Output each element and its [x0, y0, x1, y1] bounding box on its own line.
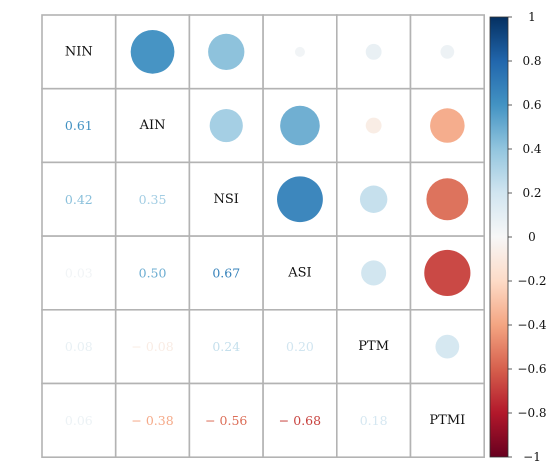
colorbar-tick-label: 0.8	[522, 54, 541, 68]
grid-cell-ASI-AIN	[114, 235, 191, 311]
grid-cell-ASI-ASI	[262, 235, 338, 311]
colorbar-gradient	[489, 16, 509, 458]
matrix-cells	[41, 14, 485, 458]
diagonal-label-NSI: NSI	[214, 192, 239, 207]
grid-cell-PTMI-NIN	[41, 382, 117, 458]
correlation-value-PTMI-AIN: − 0.38	[131, 413, 173, 428]
colorbar-tick-label: 0.4	[522, 142, 541, 156]
correlation-value-PTMI-ASI: − 0.68	[279, 413, 321, 428]
correlation-value-NSI-NIN: 0.42	[65, 192, 93, 207]
correlation-circle-NIN-PTM	[365, 43, 382, 60]
colorbar-tick-label: 1	[528, 10, 536, 24]
grid-cell-NSI-AIN	[114, 161, 191, 237]
colorbar-tick-label: −0.2	[517, 274, 546, 288]
correlation-value-ASI-NSI: 0.67	[212, 265, 240, 280]
correlation-value-PTM-ASI: 0.20	[286, 339, 314, 354]
grid-cell-PTMI-PTM	[335, 382, 412, 458]
colorbar-tick-label: −1	[523, 450, 541, 464]
correlation-value-PTM-NSI: 0.24	[212, 339, 240, 354]
correlation-value-PTM-AIN: − 0.08	[131, 339, 173, 354]
correlation-circle-NSI-PTMI	[426, 178, 469, 221]
grid-cell-AIN-AIN	[114, 87, 191, 164]
colorbar-tick-label: −0.6	[517, 362, 546, 376]
correlation-circle-AIN-PTMI	[430, 108, 465, 143]
correlation-circle-NIN-ASI	[294, 46, 305, 57]
correlation-circle-AIN-ASI	[280, 105, 320, 146]
diagonal-label-PTMI: PTMI	[429, 413, 465, 428]
correlation-circle-NSI-PTM	[359, 185, 388, 213]
correlation-circle-AIN-NSI	[209, 108, 243, 143]
diagonal-label-AIN: AIN	[139, 118, 166, 133]
correlation-value-PTM-NIN: 0.08	[65, 339, 93, 354]
grid-cell-ASI-NSI	[188, 235, 264, 311]
correlation-value-NSI-AIN: 0.35	[139, 192, 167, 207]
matrix-marks: NIN 0.61 AIN 0.42 0.35 NSI 0.03 0.50 0.67 ASI 0.08…	[65, 29, 471, 428]
correlation-circle-AIN-PTM	[365, 117, 382, 134]
grid-cell-PTMI-PTMI	[409, 382, 485, 458]
correlation-circle-PTM-PTMI	[435, 334, 460, 359]
correlation-value-ASI-AIN: 0.50	[139, 265, 167, 280]
colorbar-tick-label: 0	[528, 230, 536, 244]
correlation-value-PTMI-PTM: 0.18	[360, 413, 388, 428]
correlation-circle-ASI-PTMI	[424, 249, 471, 297]
diagonal-label-PTM: PTM	[358, 339, 389, 354]
grid-cell-PTMI-ASI	[262, 382, 338, 458]
correlation-circle-NIN-AIN	[130, 29, 175, 74]
grid-cell-NIN-NIN	[41, 14, 117, 90]
colorbar-tick-label: −0.8	[517, 406, 546, 420]
colorbar-tick-label: 0.2	[522, 186, 541, 200]
colorbar-tick-label: 0.6	[522, 98, 541, 112]
grid-cell-PTM-PTM	[335, 308, 412, 385]
correlation-circle-ASI-PTM	[361, 260, 387, 286]
correlation-circle-NSI-ASI	[277, 176, 323, 223]
correlation-circle-NIN-NSI	[208, 33, 245, 70]
correlation-value-PTMI-NSI: − 0.56	[205, 413, 247, 428]
colorbar-tick-label: −0.4	[517, 318, 547, 332]
correlation-value-PTMI-NIN: 0.06	[65, 413, 93, 428]
colorbar: 1 0.8 0.6 0.4 0.2 0 −0.2 −0.4 −0.6 −0.8 −1	[489, 10, 547, 464]
diagonal-label-NIN: NIN	[65, 44, 93, 59]
correlation-value-AIN-NIN: 0.61	[65, 118, 93, 133]
grid-cell-PTM-ASI	[262, 308, 338, 385]
grid-cell-ASI-NIN	[41, 235, 117, 311]
correlation-value-ASI-NIN: 0.03	[65, 265, 93, 280]
grid-cell-PTM-NSI	[188, 308, 264, 385]
diagonal-label-ASI: ASI	[287, 265, 311, 280]
correlation-circle-NIN-PTMI	[440, 44, 455, 59]
